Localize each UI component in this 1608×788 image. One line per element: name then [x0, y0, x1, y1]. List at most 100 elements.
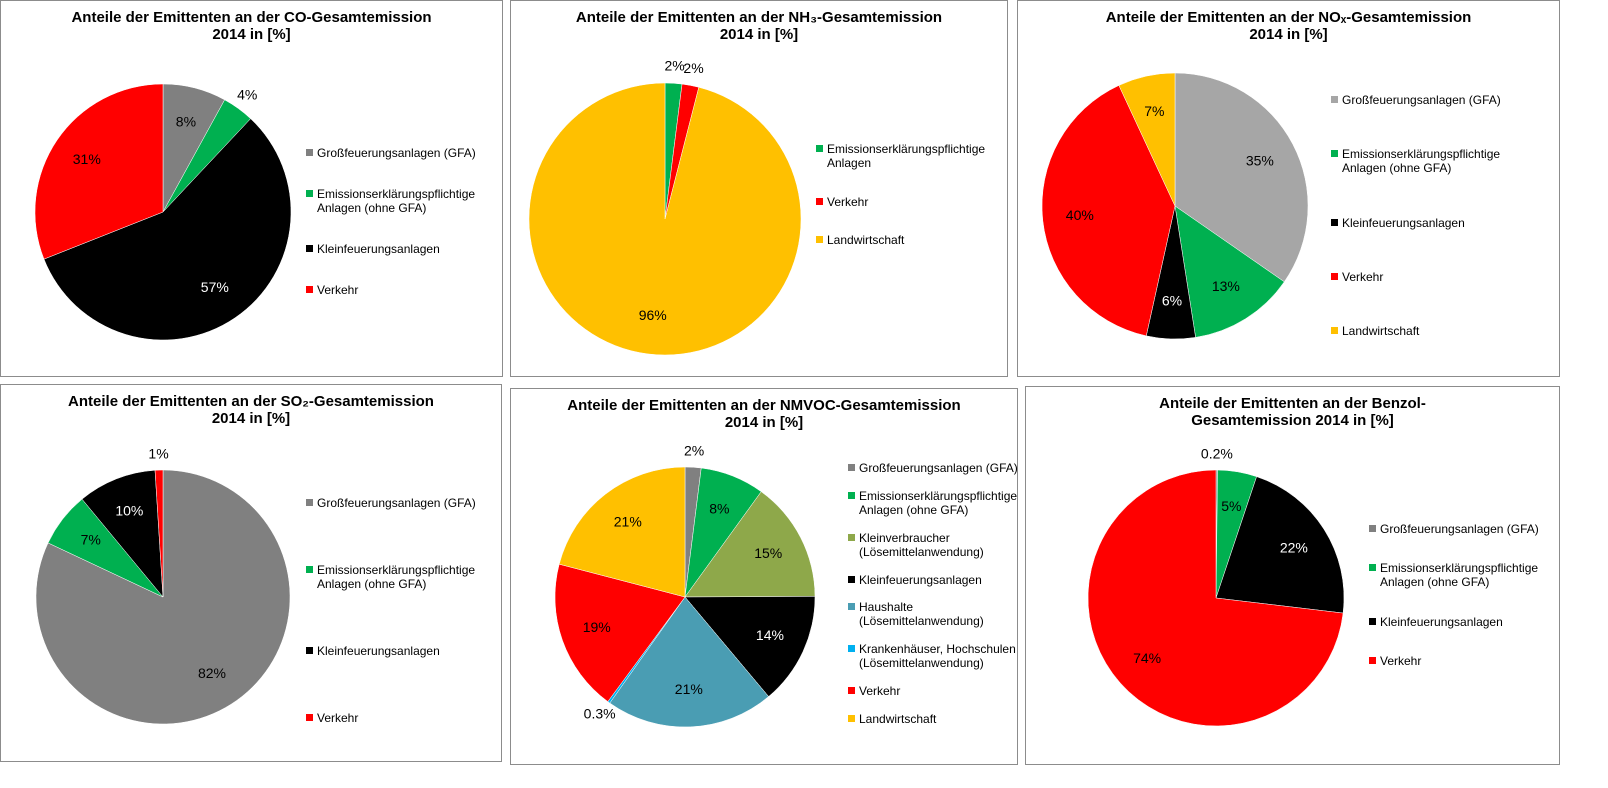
- legend-key: [848, 491, 855, 499]
- legend-key: [816, 145, 823, 152]
- legend-item: Kleinfeuerungsanlagen: [306, 242, 486, 256]
- chart-panel: 2% 2% 96% Emissionserklärungspflichtige Anl…: [510, 0, 1008, 377]
- legend-label: Verkehr: [1342, 269, 1384, 284]
- pie-slice: [1174, 205, 1285, 338]
- legend-item: Emissionserklärungspflichtige Anlagen (o…: [1369, 561, 1541, 589]
- chart-title: Anteile der Emittenten an der SO₂-Gesamt…: [1, 393, 501, 427]
- title-line: Anteile der Emittenten an der NOₓ-Gesamt…: [1105, 9, 1472, 26]
- data-label: 10%: [115, 503, 143, 519]
- data-label: 4%: [237, 87, 257, 103]
- legend: Großfeuerungsanlagen (GFA) Emissionserklä…: [1369, 522, 1541, 668]
- data-label: 8%: [709, 501, 729, 517]
- data-label: 8%: [176, 113, 196, 129]
- data-label: 5%: [1221, 498, 1241, 514]
- title-line: Gesamtemission 2014 in [%]: [1191, 412, 1394, 429]
- legend-item: Verkehr: [848, 684, 1018, 698]
- legend-item: Verkehr: [306, 283, 486, 297]
- legend-key: [1331, 218, 1338, 226]
- data-label: 13%: [1212, 278, 1240, 294]
- legend-item: Großfeuerungsanlagen (GFA): [1331, 93, 1511, 107]
- legend-key: [1331, 96, 1338, 103]
- data-label: 0.3%: [584, 706, 616, 722]
- chart-panel: 82% 7% 10% 1% Großfeuerungsanlagen (GFA) Emis…: [0, 384, 502, 762]
- legend-item: Emissionserklärungspflichtige Anlagen (o…: [306, 187, 486, 215]
- data-label: 21%: [614, 514, 642, 530]
- legend-key: [848, 603, 855, 611]
- chart-title: Anteile der Emittenten an der Benzol- Ges…: [1026, 395, 1559, 429]
- pie-slice: [558, 466, 686, 598]
- legend-label: Emissionserklärungspflichtige Anlagen: [827, 142, 986, 170]
- chart-title: Anteile der Emittenten an der NH₃-Gesamt…: [511, 9, 1007, 43]
- pie-slice: [1215, 476, 1345, 614]
- data-label: 1%: [148, 446, 168, 462]
- legend-item: Landwirtschaft: [848, 712, 1018, 726]
- pie-slice: [684, 596, 816, 697]
- legend-item: Verkehr: [306, 711, 486, 725]
- legend-label: Großfeuerungsanlagen (GFA): [1342, 93, 1501, 107]
- title-line: Anteile der Emittenten an der CO-Gesamte…: [71, 9, 432, 26]
- pie-area: 0.2% 5% 22% 74%: [1087, 445, 1345, 727]
- pie-slice: [154, 469, 164, 598]
- legend-key: [1369, 564, 1376, 572]
- legend-item: Haushalte (Lösemittelanwendung): [848, 600, 1018, 628]
- legend-label: Emissionserklärungspflichtige Anlagen (o…: [859, 488, 1018, 517]
- pie-slice: [1118, 72, 1176, 207]
- data-label: 35%: [1246, 152, 1274, 168]
- data-label: 21%: [675, 681, 703, 697]
- legend: Großfeuerungsanlagen (GFA) Emissionserklä…: [848, 461, 1018, 726]
- legend-key: [306, 714, 313, 721]
- legend-item: Verkehr: [1369, 654, 1541, 668]
- legend-key: [306, 499, 313, 506]
- legend: Großfeuerungsanlagen (GFA) Emissionserklä…: [306, 146, 486, 297]
- legend-item: Großfeuerungsanlagen (GFA): [306, 146, 486, 160]
- legend-label: Kleinfeuerungsanlagen: [1342, 215, 1465, 230]
- legend-label: Haushalte (Lösemittelanwendung): [859, 600, 984, 629]
- legend-label: Verkehr: [317, 283, 359, 297]
- legend-key: [306, 286, 313, 293]
- legend-item: Kleinverbraucher (Lösemittelanwendung): [848, 531, 1018, 559]
- title-line: Anteile der Emittenten an der Benzol-: [1159, 395, 1426, 412]
- data-label: 0.2%: [1201, 445, 1233, 461]
- data-label: 40%: [1066, 207, 1094, 223]
- chart-title: Anteile der Emittenten an der NMVOC-Gesa…: [511, 397, 1017, 431]
- legend-key: [816, 197, 823, 205]
- legend-label: Landwirtschaft: [827, 233, 905, 247]
- legend-key: [1331, 272, 1338, 280]
- title-line: 2014 in [%]: [724, 414, 804, 431]
- legend-key: [1331, 150, 1338, 158]
- data-label: 7%: [81, 532, 101, 548]
- legend-key: [1369, 525, 1376, 532]
- legend-label: Großfeuerungsanlagen (GFA): [859, 461, 1018, 475]
- legend-label: Landwirtschaft: [1342, 324, 1420, 338]
- legend-label: Kleinfeuerungsanlagen: [859, 572, 982, 587]
- data-label: 2%: [664, 58, 684, 74]
- legend-label: Verkehr: [827, 194, 869, 209]
- data-label: 2%: [683, 60, 703, 76]
- title-line: 2014 in [%]: [719, 26, 799, 43]
- data-label: 6%: [1162, 292, 1182, 308]
- chart-panel: 35% 13% 6% 40% 7% Großfeuerungsanlagen (GFA) E…: [1017, 0, 1560, 377]
- title-line: 2014 in [%]: [211, 410, 291, 427]
- title-line: Anteile der Emittenten an der NMVOC-Gesa…: [567, 397, 961, 414]
- legend-key: [306, 149, 313, 156]
- legend-key: [848, 575, 855, 583]
- data-label: 57%: [201, 279, 229, 295]
- legend-item: Kleinfeuerungsanlagen: [848, 573, 1018, 587]
- legend-label: Krankenhäuser, Hochschulen (Lösemittelan…: [859, 642, 1016, 671]
- pie-slice: [1174, 72, 1309, 283]
- legend-key: [306, 245, 313, 252]
- legend-label: Großfeuerungsanlagen (GFA): [317, 496, 476, 510]
- legend-label: Kleinfeuerungsanlagen: [317, 242, 440, 256]
- legend-label: Emissionserklärungspflichtige Anlagen (o…: [317, 563, 476, 591]
- legend-item: Krankenhäuser, Hochschulen (Lösemittelan…: [848, 642, 1018, 670]
- pie-area: 2%2% 96%: [528, 58, 802, 356]
- pie-slice: [35, 469, 291, 725]
- legend-item: Kleinfeuerungsanlagen: [1369, 615, 1541, 629]
- legend-label: Landwirtschaft: [859, 711, 937, 726]
- pie-area: 82% 7% 10% 1%: [35, 446, 291, 725]
- legend-label: Kleinverbraucher (Lösemittelanwendung): [859, 530, 984, 559]
- pie-slice: [684, 491, 816, 598]
- chart-panel: 0.2% 5% 22% 74% Großfeuerungsanlagen (GFA) Em…: [1025, 386, 1560, 765]
- data-label: 14%: [756, 627, 784, 643]
